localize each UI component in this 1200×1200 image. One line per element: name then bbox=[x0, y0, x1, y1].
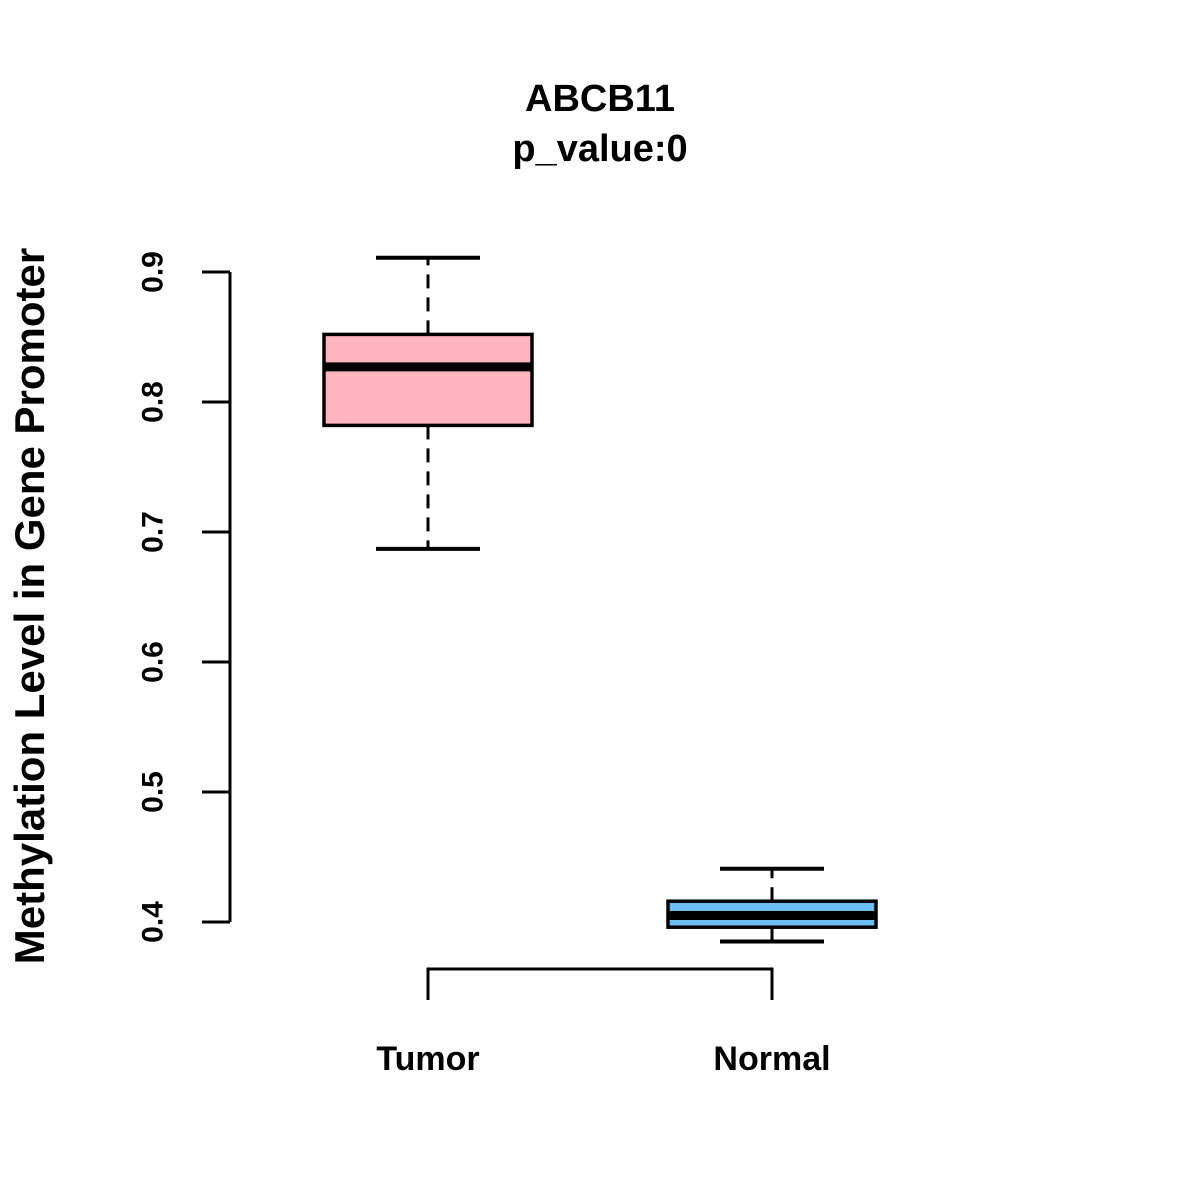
x-category-label-normal: Normal bbox=[713, 1040, 830, 1078]
chart-title: ABCB11 bbox=[525, 78, 675, 120]
y-tick-label: 0.4 bbox=[137, 901, 170, 943]
y-tick-label: 0.7 bbox=[137, 511, 170, 553]
y-tick-label: 0.6 bbox=[137, 641, 170, 683]
y-tick-label: 0.8 bbox=[137, 381, 170, 423]
y-tick-label: 0.5 bbox=[137, 771, 170, 813]
x-category-label-tumor: Tumor bbox=[376, 1040, 479, 1078]
chart-subtitle: p_value:0 bbox=[512, 128, 688, 171]
title-block: ABCB11 p_value:0 bbox=[0, 74, 1200, 174]
tumor-box bbox=[322, 332, 534, 428]
y-tick-label: 0.9 bbox=[137, 251, 170, 293]
x-axis-bracket bbox=[426, 967, 774, 1000]
